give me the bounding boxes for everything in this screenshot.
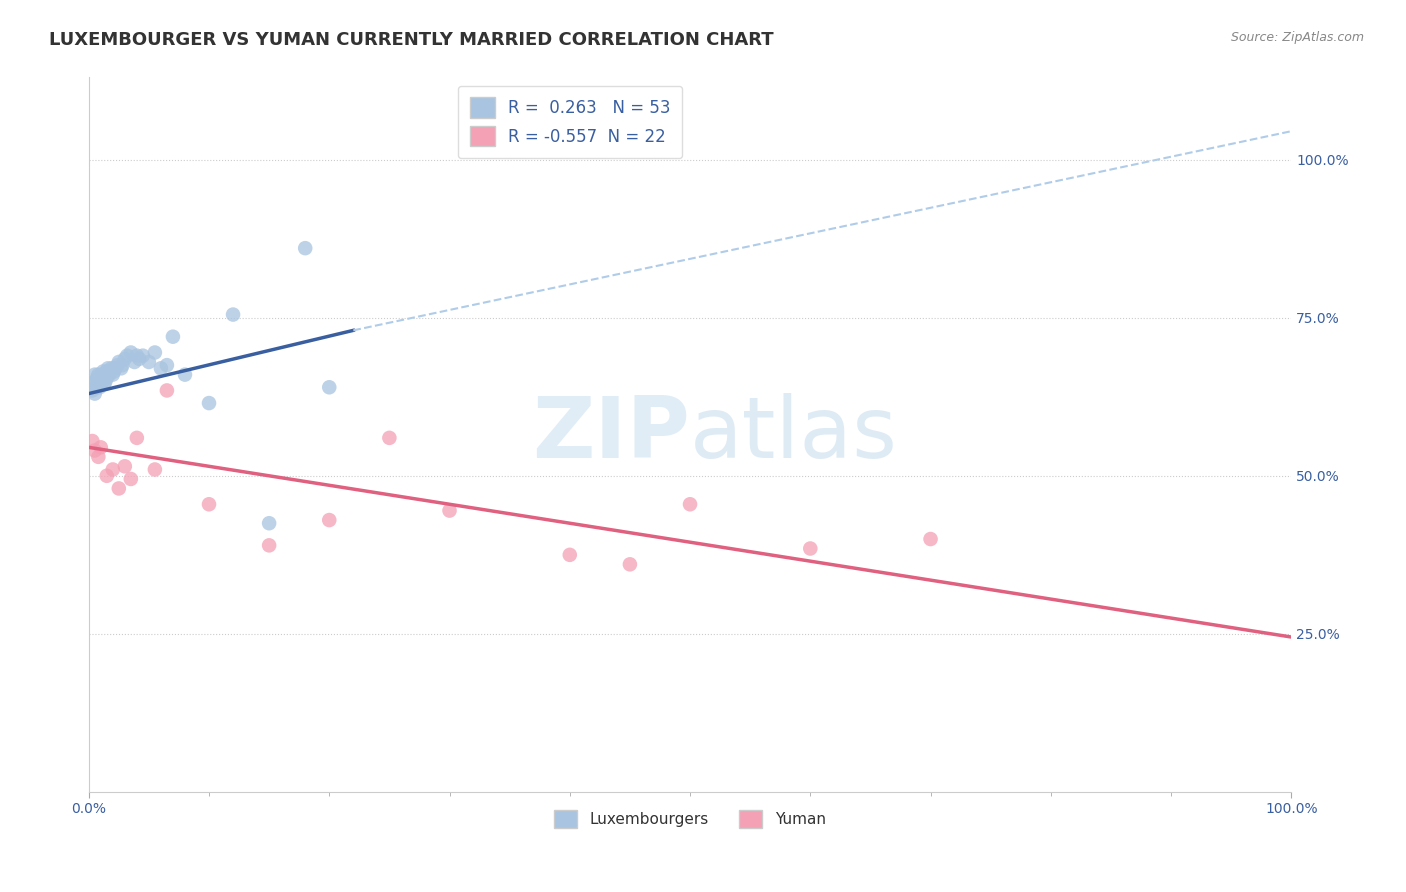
Text: LUXEMBOURGER VS YUMAN CURRENTLY MARRIED CORRELATION CHART: LUXEMBOURGER VS YUMAN CURRENTLY MARRIED … xyxy=(49,31,773,49)
Point xyxy=(120,345,142,359)
Point xyxy=(143,345,166,359)
Point xyxy=(89,374,111,388)
Text: Source: ZipAtlas.com: Source: ZipAtlas.com xyxy=(1230,31,1364,45)
Point xyxy=(101,462,124,476)
Point xyxy=(100,364,122,378)
Point xyxy=(83,377,105,392)
Point xyxy=(257,538,280,552)
Point xyxy=(378,431,401,445)
Point xyxy=(619,558,641,572)
Point xyxy=(110,361,132,376)
Point xyxy=(294,241,316,255)
Point xyxy=(94,374,117,388)
Point xyxy=(174,368,197,382)
Point xyxy=(257,516,280,531)
Point xyxy=(91,364,114,378)
Point xyxy=(86,371,108,385)
Point xyxy=(97,368,120,382)
Point xyxy=(124,355,146,369)
Point xyxy=(125,349,148,363)
Point xyxy=(82,434,104,448)
Point xyxy=(104,361,127,376)
Point xyxy=(91,374,114,388)
Point xyxy=(100,361,122,376)
Point xyxy=(115,349,138,363)
Point xyxy=(138,355,160,369)
Point xyxy=(87,368,110,382)
Point xyxy=(90,441,112,455)
Point xyxy=(114,351,136,366)
Point xyxy=(97,361,120,376)
Point xyxy=(143,462,166,476)
Point xyxy=(90,377,112,392)
Point xyxy=(198,396,221,410)
Point xyxy=(90,371,112,385)
Point xyxy=(162,329,184,343)
Point xyxy=(94,368,117,382)
Point xyxy=(93,377,115,392)
Point xyxy=(439,503,461,517)
Point xyxy=(84,380,107,394)
Point xyxy=(920,532,942,546)
Point xyxy=(799,541,821,556)
Point xyxy=(558,548,581,562)
Point xyxy=(96,371,118,385)
Point xyxy=(156,384,179,398)
Point xyxy=(107,482,129,496)
Point xyxy=(101,368,124,382)
Point xyxy=(128,351,150,366)
Point xyxy=(125,431,148,445)
Point xyxy=(120,472,142,486)
Point xyxy=(87,450,110,464)
Point xyxy=(83,368,105,382)
Point xyxy=(91,368,114,382)
Point xyxy=(198,497,221,511)
Point xyxy=(107,358,129,372)
Point xyxy=(318,380,340,394)
Point xyxy=(103,364,125,378)
Text: ZIP: ZIP xyxy=(533,393,690,476)
Point xyxy=(96,364,118,378)
Point xyxy=(156,358,179,372)
Point xyxy=(149,361,172,376)
Point xyxy=(222,308,245,322)
Point xyxy=(87,377,110,392)
Text: atlas: atlas xyxy=(690,393,898,476)
Point xyxy=(111,358,134,372)
Point xyxy=(114,459,136,474)
Point xyxy=(91,371,114,385)
Point xyxy=(83,386,105,401)
Point xyxy=(93,368,115,382)
Point xyxy=(132,349,155,363)
Legend: Luxembourgers, Yuman: Luxembourgers, Yuman xyxy=(548,804,832,834)
Point xyxy=(679,497,702,511)
Point xyxy=(84,374,107,388)
Point xyxy=(83,443,105,458)
Point xyxy=(82,384,104,398)
Point xyxy=(89,380,111,394)
Point xyxy=(96,468,118,483)
Point xyxy=(318,513,340,527)
Point xyxy=(107,355,129,369)
Point xyxy=(98,368,121,382)
